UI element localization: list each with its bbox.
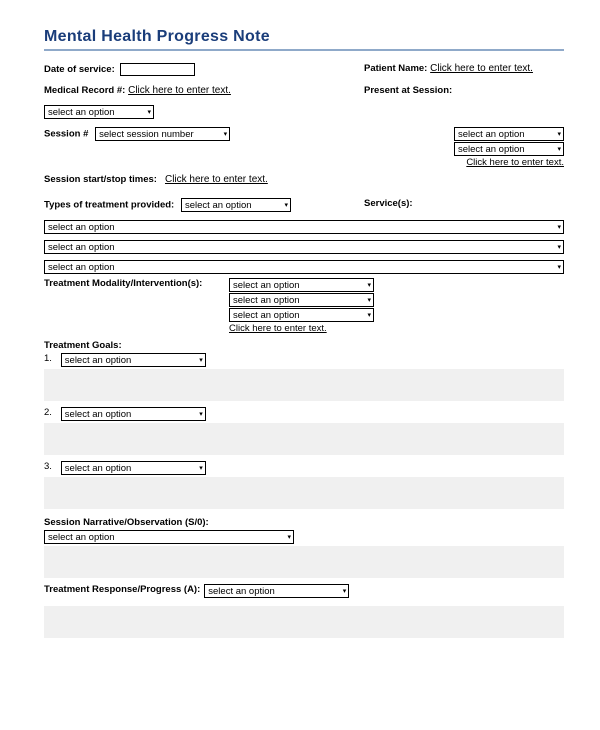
response-label: Treatment Response/Progress (A):	[44, 584, 200, 595]
chevron-down-icon: ▾	[199, 465, 203, 472]
session-number-label: Session #	[44, 129, 88, 140]
chevron-down-icon: ▾	[557, 131, 561, 138]
goal-3-textarea[interactable]	[44, 477, 564, 509]
chevron-down-icon: ▾	[199, 411, 203, 418]
chevron-down-icon: ▾	[284, 202, 288, 209]
narrative-select[interactable]: select an option▾	[44, 530, 294, 544]
response-select[interactable]: select an option▾	[204, 584, 349, 598]
narrative-label: Session Narrative/Observation (S/0):	[44, 517, 209, 528]
goal-3-select[interactable]: select an option▾	[61, 461, 206, 475]
present-at-session-label: Present at Session:	[364, 85, 452, 96]
date-of-service-input[interactable]	[120, 63, 195, 76]
goal-1-select[interactable]: select an option▾	[61, 353, 206, 367]
patient-name-label: Patient Name:	[364, 63, 427, 74]
services-select-3[interactable]: select an option▾	[44, 260, 564, 274]
medical-record-select[interactable]: select an option▾	[44, 105, 154, 119]
chevron-down-icon: ▾	[343, 588, 347, 595]
medical-record-label: Medical Record #:	[44, 85, 125, 96]
chevron-down-icon: ▾	[367, 282, 371, 289]
modality-select-3[interactable]: select an option▾	[229, 308, 374, 322]
services-select-1[interactable]: select an option▾	[44, 220, 564, 234]
session-times-input[interactable]: Click here to enter text.	[165, 174, 268, 185]
narrative-textarea[interactable]	[44, 546, 564, 578]
patient-name-input[interactable]: Click here to enter text.	[430, 63, 533, 74]
page-title: Mental Health Progress Note	[44, 28, 564, 51]
goal-2-textarea[interactable]	[44, 423, 564, 455]
chevron-down-icon: ▾	[557, 224, 561, 231]
services-select-2[interactable]: select an option▾	[44, 240, 564, 254]
types-treatment-label: Types of treatment provided:	[44, 200, 174, 211]
chevron-down-icon: ▾	[557, 264, 561, 271]
modality-select-2[interactable]: select an option▾	[229, 293, 374, 307]
goal-3-number: 3.	[44, 461, 58, 472]
chevron-down-icon: ▾	[367, 312, 371, 319]
modality-select-1[interactable]: select an option▾	[229, 278, 374, 292]
chevron-down-icon: ▾	[557, 244, 561, 251]
types-treatment-select[interactable]: select an option▾	[181, 198, 291, 212]
chevron-down-icon: ▾	[224, 131, 228, 138]
session-number-select[interactable]: select session number▾	[95, 127, 230, 141]
present-text-input[interactable]: Click here to enter text.	[466, 157, 564, 168]
modality-label: Treatment Modality/Intervention(s):	[44, 278, 229, 289]
present-select-2[interactable]: select an option▾	[454, 142, 564, 156]
goal-1-number: 1.	[44, 353, 58, 364]
chevron-down-icon: ▾	[557, 146, 561, 153]
goal-2-select[interactable]: select an option▾	[61, 407, 206, 421]
modality-text-input[interactable]: Click here to enter text.	[229, 323, 374, 334]
chevron-down-icon: ▾	[147, 109, 151, 116]
medical-record-input[interactable]: Click here to enter text.	[128, 85, 231, 96]
services-label: Service(s):	[364, 198, 413, 209]
date-of-service-label: Date of service:	[44, 64, 115, 75]
goal-1-textarea[interactable]	[44, 369, 564, 401]
goal-2-number: 2.	[44, 407, 58, 418]
session-times-label: Session start/stop times:	[44, 174, 157, 185]
response-textarea[interactable]	[44, 606, 564, 638]
present-select-1[interactable]: select an option▾	[454, 127, 564, 141]
chevron-down-icon: ▾	[287, 534, 291, 541]
goals-label: Treatment Goals:	[44, 340, 122, 351]
chevron-down-icon: ▾	[367, 297, 371, 304]
chevron-down-icon: ▾	[199, 357, 203, 364]
